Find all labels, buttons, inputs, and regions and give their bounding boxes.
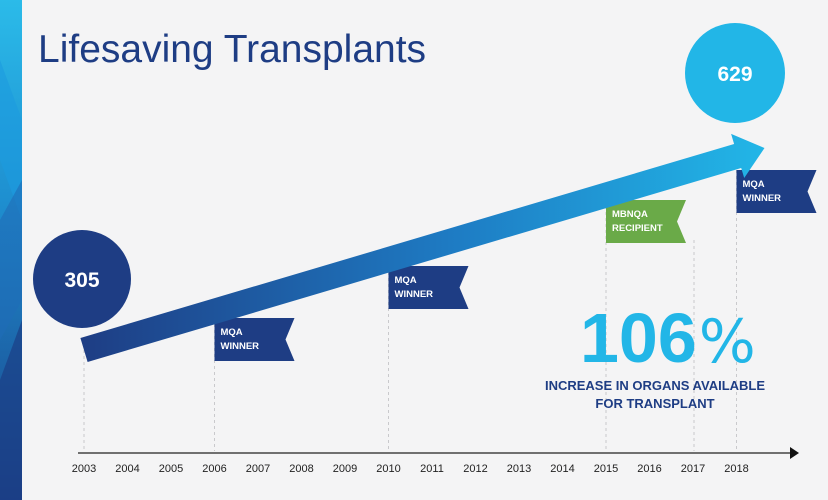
tick-label-2014: 2014 bbox=[550, 463, 574, 475]
tick-label-2006: 2006 bbox=[202, 463, 226, 475]
tick-label-2012: 2012 bbox=[463, 463, 487, 475]
tick-label-2005: 2005 bbox=[159, 463, 183, 475]
tick-label-2011: 2011 bbox=[420, 463, 444, 475]
increase-stat: 106% INCREASE IN ORGANS AVAILABLE FOR TR… bbox=[545, 299, 765, 411]
start-value-label: 305 bbox=[64, 269, 99, 292]
tick-label-2018: 2018 bbox=[724, 463, 748, 475]
trend-arrow bbox=[80, 133, 765, 362]
x-axis-tick-labels: 2003 2004 2005 2006 2007 2008 2009 2010 2011 2012… bbox=[72, 463, 749, 475]
left-decor-strip bbox=[0, 0, 22, 500]
tick-label-2010: 2010 bbox=[376, 463, 400, 475]
tick-label-2003: 2003 bbox=[72, 463, 96, 475]
tick-label-2016: 2016 bbox=[637, 463, 661, 475]
start-circle-shape bbox=[33, 230, 131, 328]
tick-label-2008: 2008 bbox=[289, 463, 313, 475]
flag-label-line2-2015: RECIPIENT bbox=[612, 223, 663, 234]
flag-shape-2006 bbox=[214, 318, 295, 361]
tick-label-2007: 2007 bbox=[246, 463, 270, 475]
flag-2010: MQA WINNER bbox=[388, 266, 469, 309]
flag-label-line1-2010: MQA bbox=[395, 275, 417, 286]
page-title: Lifesaving Transplants bbox=[38, 28, 427, 71]
annotation-flags: MQA WINNER MQA WINNER MBNQA RECIPIENT MQA WINNE… bbox=[214, 170, 817, 361]
flag-2006: MQA WINNER bbox=[214, 318, 295, 361]
tick-label-2013: 2013 bbox=[507, 463, 531, 475]
tick-label-2017: 2017 bbox=[681, 463, 705, 475]
flag-label-line1-2006: MQA bbox=[221, 327, 243, 338]
flag-label-line2-2010: WINNER bbox=[395, 289, 434, 300]
flag-2015: MBNQA RECIPIENT bbox=[606, 200, 686, 243]
start-value-circle: 305 bbox=[33, 230, 131, 328]
end-value-circle: 629 bbox=[685, 23, 785, 123]
increase-caption-line2: FOR TRANSPLANT bbox=[595, 396, 714, 411]
tick-label-2004: 2004 bbox=[115, 463, 139, 475]
increase-value: 106% bbox=[580, 299, 756, 377]
flag-label-line1-2018: MQA bbox=[743, 179, 765, 190]
value-circles: 305 629 bbox=[33, 23, 785, 328]
flag-shape-2015 bbox=[606, 200, 686, 243]
flag-2018: MQA WINNER bbox=[736, 170, 817, 213]
flag-label-line1-2015: MBNQA bbox=[612, 209, 648, 220]
x-axis-arrow-icon bbox=[790, 447, 799, 459]
flag-shape-2018 bbox=[736, 170, 817, 213]
flag-label-line2-2006: WINNER bbox=[221, 341, 260, 352]
end-circle-shape bbox=[685, 23, 785, 123]
tick-label-2015: 2015 bbox=[594, 463, 618, 475]
flag-label-line2-2018: WINNER bbox=[743, 193, 782, 204]
flag-shape-2010 bbox=[388, 266, 469, 309]
increase-caption-line1: INCREASE IN ORGANS AVAILABLE bbox=[545, 378, 765, 393]
tick-label-2009: 2009 bbox=[333, 463, 357, 475]
end-value-label: 629 bbox=[717, 63, 752, 86]
